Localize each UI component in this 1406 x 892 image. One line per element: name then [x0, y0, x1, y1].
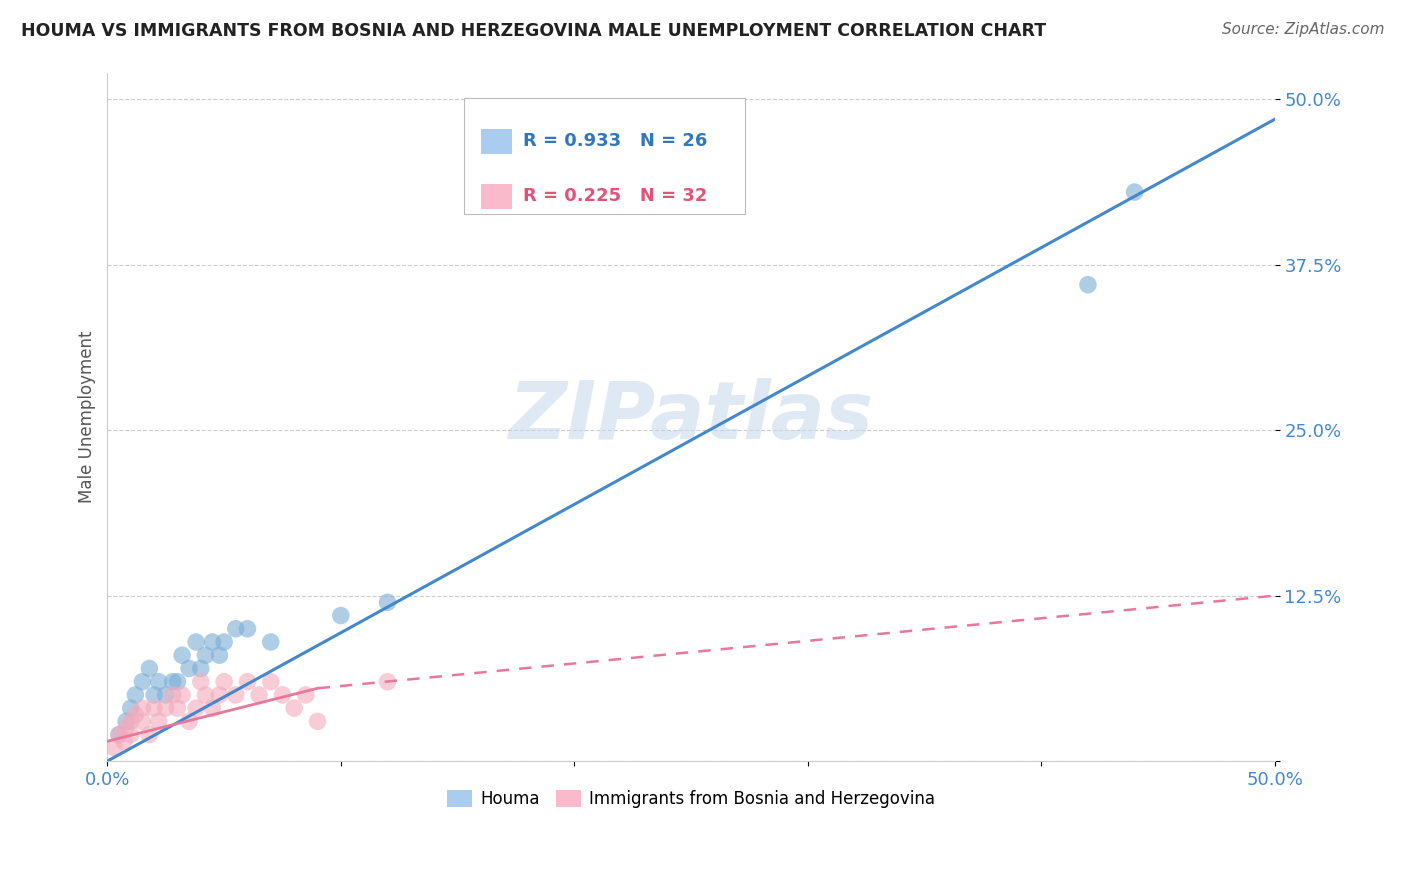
Point: [148, 674, 170, 689]
Point: [124, 688, 146, 702]
Point: [143, 701, 166, 715]
Point: [377, 674, 399, 689]
Point: [120, 728, 142, 742]
Point: [120, 701, 142, 715]
Point: [172, 648, 194, 663]
Point: [208, 688, 231, 702]
Point: [138, 661, 160, 675]
Point: [329, 608, 352, 623]
Point: [190, 674, 212, 689]
Point: [138, 728, 160, 742]
Point: [184, 635, 207, 649]
Point: [236, 674, 259, 689]
Point: [225, 688, 247, 702]
Point: [115, 721, 138, 735]
Text: ZIPatlas: ZIPatlas: [509, 378, 873, 456]
Point: [225, 622, 247, 636]
Point: [131, 701, 153, 715]
Point: [184, 701, 207, 715]
Point: [177, 714, 200, 729]
Point: [1077, 277, 1099, 292]
Point: [295, 688, 318, 702]
Point: [115, 714, 138, 729]
Legend: Houma, Immigrants from Bosnia and Herzegovina: Houma, Immigrants from Bosnia and Herzeg…: [440, 783, 942, 814]
Point: [124, 707, 146, 722]
Text: Source: ZipAtlas.com: Source: ZipAtlas.com: [1222, 22, 1385, 37]
Text: HOUMA VS IMMIGRANTS FROM BOSNIA AND HERZEGOVINA MALE UNEMPLOYMENT CORRELATION CH: HOUMA VS IMMIGRANTS FROM BOSNIA AND HERZ…: [21, 22, 1046, 40]
Point: [236, 622, 259, 636]
Point: [194, 688, 217, 702]
Point: [155, 701, 177, 715]
Point: [201, 701, 224, 715]
Point: [162, 688, 184, 702]
Point: [148, 714, 170, 729]
Point: [112, 734, 135, 748]
Point: [377, 595, 399, 609]
Point: [208, 648, 231, 663]
Point: [1123, 185, 1146, 199]
Point: [172, 688, 194, 702]
Point: [108, 728, 131, 742]
Point: [162, 674, 184, 689]
Point: [166, 674, 188, 689]
Point: [260, 674, 283, 689]
Point: [260, 635, 283, 649]
Point: [143, 688, 166, 702]
Text: R = 0.933   N = 26: R = 0.933 N = 26: [523, 132, 707, 150]
Point: [201, 635, 224, 649]
Point: [283, 701, 305, 715]
Point: [212, 674, 235, 689]
Point: [131, 674, 153, 689]
Point: [190, 661, 212, 675]
Point: [247, 688, 270, 702]
Point: [194, 648, 217, 663]
Text: R = 0.225   N = 32: R = 0.225 N = 32: [523, 187, 707, 205]
Point: [271, 688, 294, 702]
Y-axis label: Male Unemployment: Male Unemployment: [79, 331, 96, 503]
Point: [108, 728, 131, 742]
Point: [307, 714, 329, 729]
Point: [131, 714, 153, 729]
Point: [155, 688, 177, 702]
Point: [212, 635, 235, 649]
Point: [177, 661, 200, 675]
Point: [103, 740, 125, 755]
Point: [166, 701, 188, 715]
Point: [120, 714, 142, 729]
